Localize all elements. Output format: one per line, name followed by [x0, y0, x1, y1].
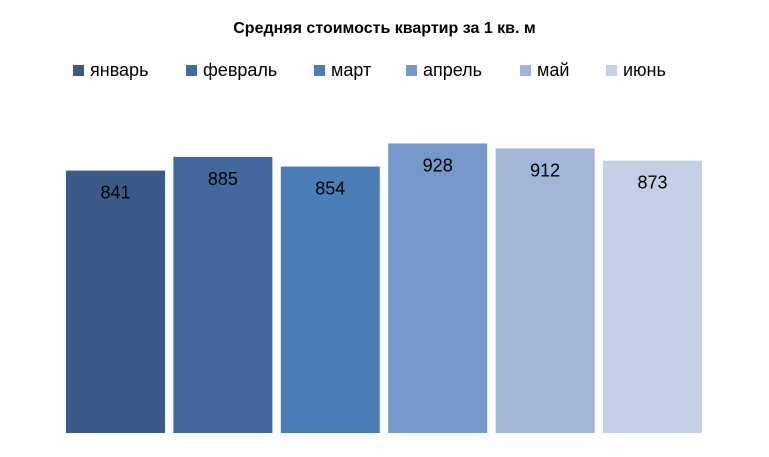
- data-label-feb: 885: [208, 169, 238, 189]
- bar-mar: [280, 166, 380, 433]
- data-label-apr: 928: [423, 155, 453, 175]
- legend-label-feb: февраль: [203, 60, 278, 80]
- data-label-jun: 873: [637, 173, 667, 193]
- legend-label-mar: март: [331, 60, 372, 80]
- legend-swatch-jan: [73, 65, 84, 76]
- legend-item-feb: февраль: [186, 60, 277, 81]
- legend-item-mar: март: [314, 60, 371, 81]
- bar-jun: [603, 160, 702, 433]
- data-label-jan: 841: [100, 183, 130, 203]
- data-label-may: 912: [530, 160, 560, 180]
- legend: январь февраль март апрель май июнь: [0, 60, 769, 84]
- bar-apr: [388, 143, 488, 434]
- legend-label-jun: июнь: [623, 60, 666, 80]
- data-label-mar: 854: [315, 179, 345, 199]
- bar-may: [495, 148, 595, 433]
- legend-item-may: май: [520, 60, 569, 81]
- legend-swatch-mar: [314, 65, 325, 76]
- legend-item-jan: январь: [73, 60, 148, 81]
- legend-label-may: май: [537, 60, 570, 80]
- legend-item-apr: апрель: [406, 60, 482, 81]
- legend-swatch-apr: [406, 65, 417, 76]
- legend-swatch-may: [520, 65, 531, 76]
- legend-swatch-jun: [606, 65, 617, 76]
- legend-label-jan: январь: [90, 60, 149, 80]
- bar-jan: [66, 170, 165, 433]
- chart-title: Средняя стоимость квартир за 1 кв. м: [233, 20, 536, 37]
- legend-swatch-feb: [186, 65, 197, 76]
- bar-feb: [173, 156, 273, 433]
- legend-label-apr: апрель: [423, 60, 483, 80]
- legend-item-jun: июнь: [606, 60, 666, 81]
